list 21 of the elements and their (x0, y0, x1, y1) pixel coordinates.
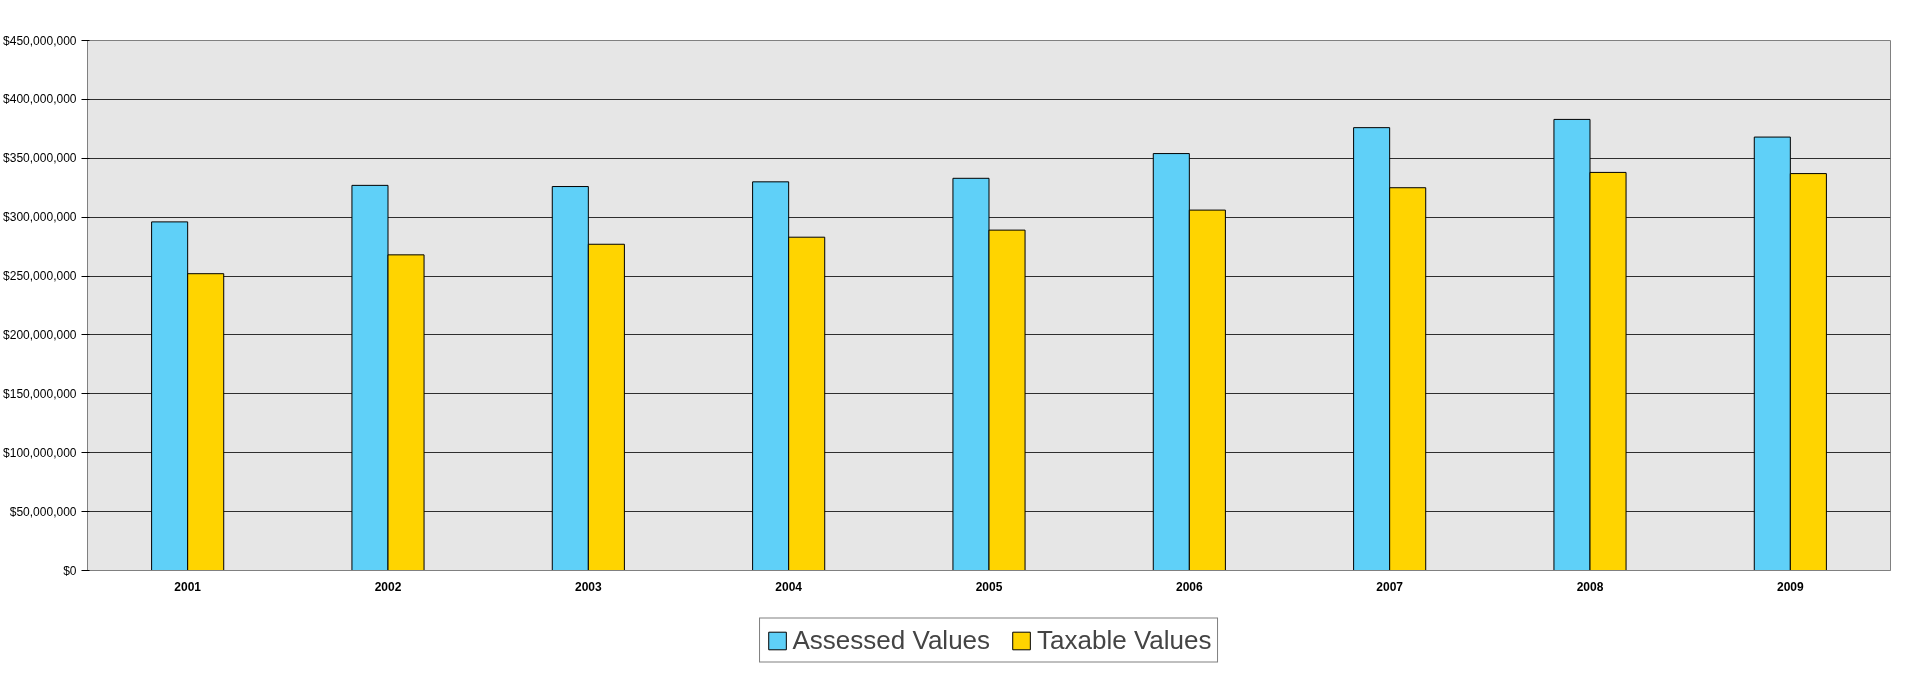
x-tick-label: 2006 (1175, 579, 1204, 594)
y-tick-label: $450,000,000 (3, 33, 77, 48)
x-tick-label: 2003 (574, 579, 603, 594)
legend-label: Taxable Values (1037, 624, 1212, 656)
y-tick-label: $350,000,000 (3, 151, 77, 166)
y-tick-label: $150,000,000 (3, 386, 77, 401)
y-tick-label: $250,000,000 (3, 269, 77, 284)
legend-label: Assessed Values (792, 624, 991, 656)
y-tick-label: $0 (63, 563, 77, 578)
x-tick-label: 2007 (1376, 579, 1404, 594)
y-tick-label: $300,000,000 (3, 210, 77, 225)
y-tick-label: $400,000,000 (3, 92, 77, 107)
x-tick-label: 2001 (174, 579, 202, 594)
x-tick-label: 2004 (775, 579, 803, 594)
x-tick-label: 2002 (374, 579, 402, 594)
x-tick-label: 2009 (1776, 579, 1805, 594)
y-tick-label: $50,000,000 (9, 504, 77, 519)
y-tick-label: $200,000,000 (3, 327, 77, 342)
y-tick-label: $100,000,000 (3, 445, 77, 460)
x-tick-label: 2008 (1576, 579, 1604, 594)
x-tick-label: 2005 (975, 579, 1003, 594)
